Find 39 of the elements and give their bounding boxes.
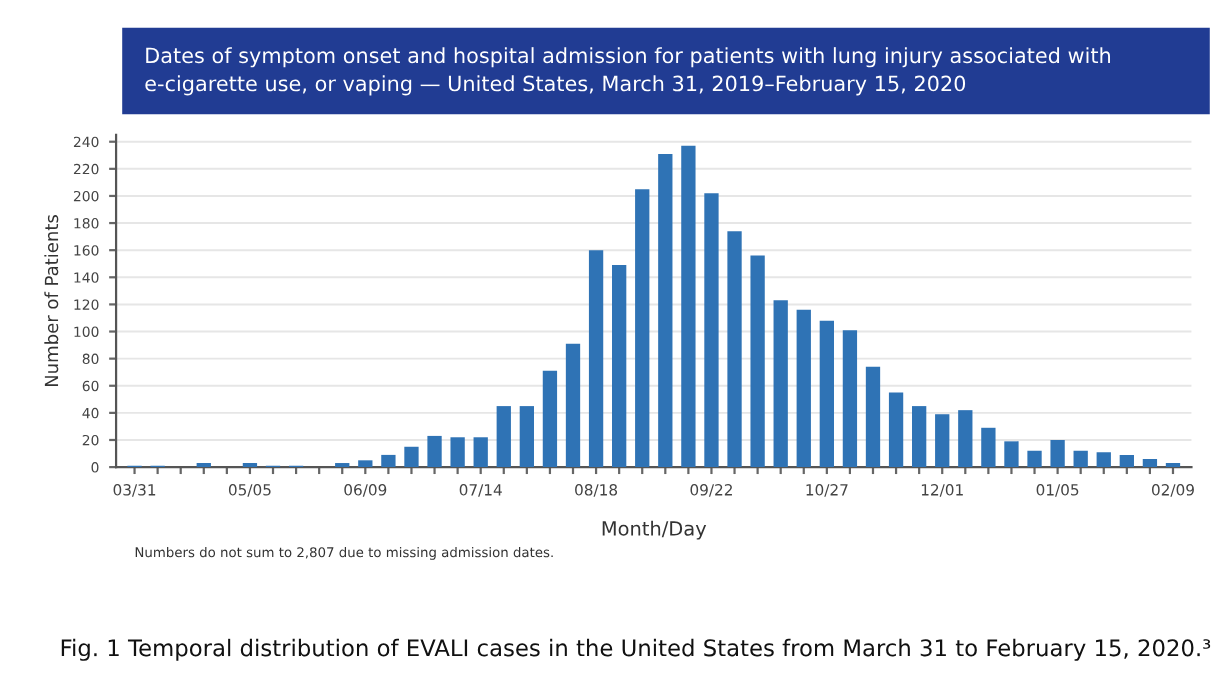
bar: [358, 460, 373, 468]
bar: [404, 446, 419, 468]
bar: [819, 320, 834, 468]
bar: [1004, 441, 1019, 468]
bar: [681, 145, 696, 468]
bar: [473, 437, 488, 468]
bar: [450, 437, 465, 468]
bar: [612, 265, 627, 468]
bar: [1142, 458, 1158, 468]
y-axis-title: Number of Patients: [44, 215, 59, 387]
bar: [496, 406, 511, 468]
bar: [750, 255, 765, 468]
x-axis-title: Month/Day: [602, 520, 707, 540]
bar: [1027, 450, 1042, 468]
bar: [1050, 439, 1065, 468]
bar: [1119, 454, 1134, 468]
bar: [658, 153, 673, 468]
bar: [888, 392, 904, 468]
bar: [796, 309, 811, 468]
bar: [519, 406, 534, 468]
bar: [635, 189, 650, 468]
chart-title: Dates of symptom onset and hospital admission for patients with lung injury associated with e-cigarette use, or vaping — United States, March 31, 2019–February 15, 2020: [145, 47, 1110, 96]
bar: [542, 370, 558, 468]
bar: [935, 414, 950, 468]
bar: [381, 454, 396, 468]
bar: [981, 427, 996, 468]
bar: [773, 300, 788, 468]
bar: [427, 435, 442, 468]
bar: [588, 250, 604, 468]
bar: [1096, 452, 1111, 468]
bar: [842, 330, 858, 468]
bar: [1073, 450, 1088, 468]
bar: [865, 366, 881, 468]
bar: [565, 343, 581, 468]
bar: [704, 193, 719, 468]
bar: [958, 410, 973, 468]
bar: [727, 231, 742, 468]
bar: [911, 406, 927, 468]
caption: Fig. 1 Temporal distribution of EVALI cases in the United States from March 31 to February 15, 2020.³: [61, 638, 1211, 661]
